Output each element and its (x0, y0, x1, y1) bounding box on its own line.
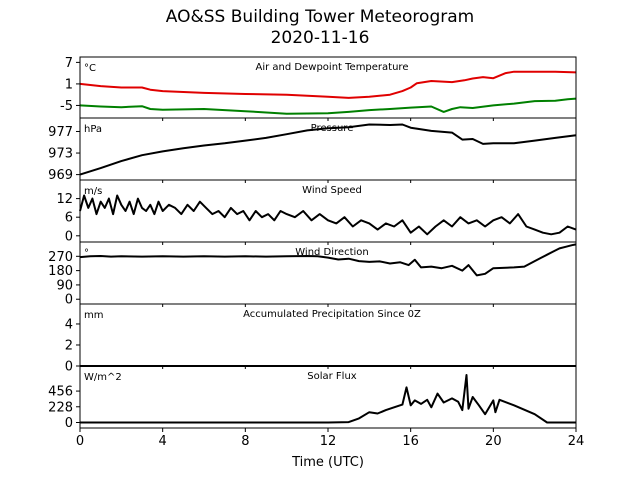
panel-title: Wind Direction (295, 247, 369, 258)
y-tick-label: 0 (65, 229, 73, 244)
panel-title: Pressure (311, 123, 354, 134)
panel-title: Wind Speed (302, 185, 362, 196)
unit-label: mm (84, 310, 103, 321)
unit-label: W/m^2 (84, 372, 122, 383)
series-line-0-1 (79, 97, 577, 115)
y-tick-label: 270 (48, 250, 73, 265)
y-tick-label: 1 (65, 77, 73, 92)
panel-title: Accumulated Precipitation Since 0Z (243, 309, 421, 320)
panel-2: 12 6 0 m/s Wind Speed (56, 179, 577, 245)
y-tick-label: 4 (65, 317, 73, 332)
y-tick-label: 973 (48, 147, 73, 162)
y-tick-label: 2 (65, 338, 73, 353)
series-line-5-0 (80, 374, 576, 424)
panel-title: Solar Flux (307, 371, 357, 382)
x-axis-label: Time (UTC) (291, 455, 364, 470)
series-line-0-0 (79, 70, 577, 99)
y-tick-label: 6 (65, 211, 73, 226)
y-tick-label: 90 (56, 278, 73, 293)
x-tick-label: 8 (241, 434, 249, 449)
x-tick-label: 24 (568, 434, 585, 449)
y-tick-label: 7 (65, 56, 73, 71)
unit-label: m/s (84, 186, 102, 197)
x-tick-label: 4 (159, 434, 167, 449)
unit-label: °C (84, 63, 96, 74)
unit-label: ° (84, 248, 89, 259)
panel-1: 977 973 969 hPa Pressure (48, 117, 577, 183)
series-line-3-0 (79, 243, 577, 277)
x-tick-label: 0 (76, 434, 84, 449)
figure-subtitle: 2020-11-16 (270, 28, 370, 48)
panel-4: 4 2 0 mm Accumulated Precipitation Since 0Z (65, 303, 577, 375)
series-line-1-0 (79, 123, 577, 176)
series-line-2-0 (79, 194, 577, 236)
y-tick-label: 977 (48, 125, 73, 140)
x-tick-label: 16 (402, 434, 419, 449)
y-tick-label: 228 (48, 400, 73, 415)
y-tick-label: 0 (65, 416, 73, 431)
x-tick-label: 20 (485, 434, 502, 449)
unit-label: hPa (84, 124, 102, 135)
y-tick-label: 969 (48, 168, 73, 183)
y-tick-label: -5 (60, 99, 73, 114)
figure-title: AO&SS Building Tower Meteorogram (165, 7, 475, 27)
y-tick-label: 0 (65, 360, 73, 375)
panel-title: Air and Dewpoint Temperature (256, 62, 409, 73)
y-tick-label: 0 (65, 293, 73, 308)
y-tick-label: 180 (48, 264, 73, 279)
panel-0: 7 1 -5 °C Air and Dewpoint Temperature (60, 56, 577, 121)
y-tick-label: 456 (48, 385, 73, 400)
y-tick-label: 12 (56, 192, 73, 207)
x-tick-label: 12 (320, 434, 337, 449)
